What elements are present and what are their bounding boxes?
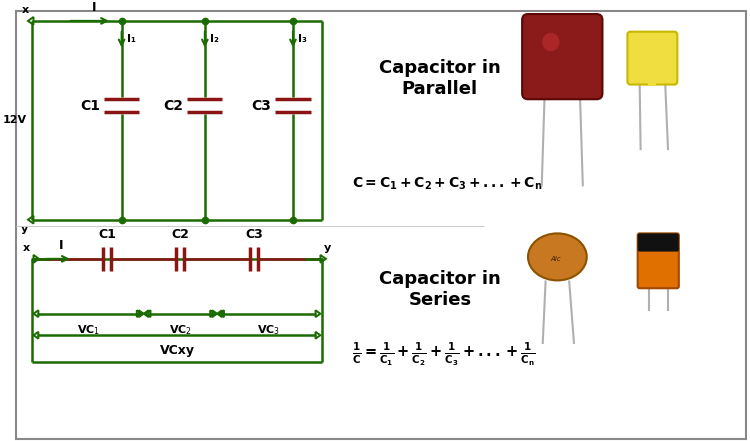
Text: x: x — [22, 5, 28, 15]
Text: I₂: I₂ — [210, 34, 219, 44]
Text: Alc: Alc — [550, 256, 561, 262]
Text: C1: C1 — [98, 228, 116, 241]
Ellipse shape — [542, 33, 560, 51]
Text: C2: C2 — [172, 228, 189, 241]
Text: x: x — [22, 243, 29, 253]
Text: Capacitor in
Parallel: Capacitor in Parallel — [379, 59, 501, 98]
Text: C1: C1 — [80, 99, 100, 112]
Text: I₃: I₃ — [298, 34, 307, 44]
Text: VC$_1$: VC$_1$ — [77, 324, 101, 337]
Text: C2: C2 — [164, 99, 183, 112]
Text: I: I — [92, 1, 97, 14]
Bar — [649, 81, 656, 86]
Text: I₁: I₁ — [127, 34, 136, 44]
FancyBboxPatch shape — [522, 14, 602, 99]
Text: y: y — [21, 224, 28, 234]
Text: VC$_2$: VC$_2$ — [169, 324, 192, 337]
Text: VCxy: VCxy — [160, 344, 194, 357]
Text: 12V: 12V — [2, 115, 27, 125]
Text: C3: C3 — [245, 228, 262, 241]
Text: VC$_3$: VC$_3$ — [257, 324, 280, 337]
Text: $\mathbf{C = C_1 + C_2 + C_3 + ... + C_n}$: $\mathbf{C = C_1 + C_2 + C_3 + ... + C_n… — [352, 175, 542, 192]
Text: y: y — [324, 243, 332, 253]
Text: $\mathbf{\frac{1}{C} = \frac{1}{C_1} + \frac{1}{C_2} + \frac{1}{C_3} + ... + \fr: $\mathbf{\frac{1}{C} = \frac{1}{C_1} + \… — [352, 341, 536, 368]
FancyBboxPatch shape — [638, 233, 679, 251]
FancyBboxPatch shape — [628, 32, 677, 85]
Text: Capacitor in
Series: Capacitor in Series — [379, 270, 501, 309]
FancyBboxPatch shape — [638, 233, 679, 288]
Text: C3: C3 — [251, 99, 272, 112]
Ellipse shape — [528, 233, 586, 280]
Text: I: I — [58, 239, 63, 252]
